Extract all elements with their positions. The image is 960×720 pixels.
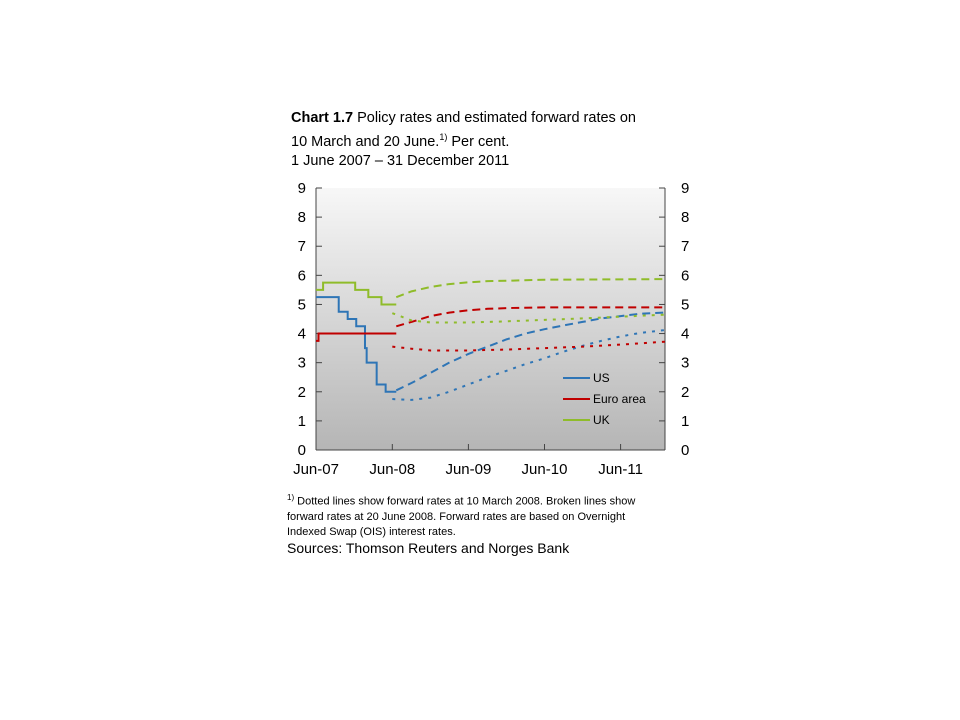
y-tick-label-right: 1 [681, 413, 689, 430]
footnote-marker: 1) [287, 493, 295, 502]
title-line-1: Chart 1.7 Policy rates and estimated for… [291, 109, 691, 128]
title-footnote-marker: 1) [439, 132, 448, 142]
y-tick-label-left: 7 [298, 238, 306, 255]
series-uk-dotted [391, 312, 666, 324]
sources: Sources: Thomson Reuters and Norges Bank [287, 540, 570, 556]
x-tick-label: Jun-10 [522, 461, 568, 478]
y-tick-label-left: 6 [298, 267, 306, 284]
x-tick-label: Jun-09 [445, 461, 491, 478]
title-line-2: 10 March and 20 June.1) Per cent. [291, 128, 691, 152]
title-text-2: 10 March and 20 June. [291, 133, 440, 150]
chart-number: Chart 1.7 [291, 110, 354, 126]
footnote: 1) Dotted lines show forward rates at 10… [287, 490, 667, 540]
series-uk-solid [316, 281, 397, 306]
y-tick-label-right: 4 [681, 326, 689, 343]
y-tick-label-left: 3 [298, 355, 306, 372]
x-tick-label: Jun-11 [598, 461, 643, 478]
legend: US Euro area UK [563, 371, 646, 427]
legend-label: US [593, 371, 610, 385]
series-layer [316, 278, 666, 401]
series-euro-area-solid [316, 332, 397, 342]
y-tick-label-left: 9 [298, 180, 306, 197]
y-tick-label-left: 0 [298, 442, 306, 459]
y-tick-label-right: 3 [681, 355, 689, 372]
footnote-text: Dotted lines show forward rates at 10 Ma… [287, 495, 636, 538]
y-tick-label-right: 6 [681, 267, 689, 284]
x-tick-label: Jun-07 [293, 461, 339, 478]
title-text-1: Policy rates and estimated forward rates… [357, 110, 636, 126]
y-tick-label-right: 2 [681, 384, 689, 401]
y-tick-label-left: 4 [298, 326, 306, 343]
y-tick-label-left: 8 [298, 209, 306, 226]
legend-label: Euro area [593, 392, 646, 406]
title-line-3: 1 June 2007 – 31 December 2011 [291, 152, 510, 169]
y-tick-label-right: 7 [681, 238, 689, 255]
legend-label: UK [593, 413, 610, 427]
y-tick-label-right: 8 [681, 209, 689, 226]
axes: 0 0 1 1 2 2 3 3 4 4 5 5 6 6 7 7 8 8 9 9 Jun-07 Jun-08 Jun-09 Ju… [293, 180, 689, 478]
plot-area [316, 188, 665, 450]
x-tick-label: Jun-08 [369, 461, 415, 478]
y-tick-label-right: 5 [681, 296, 689, 313]
y-tick-label-left: 5 [298, 296, 306, 313]
y-tick-label-left: 2 [298, 384, 306, 401]
series-us-dashed [395, 311, 666, 392]
chart-title: Chart 1.7 Policy rates and estimated for… [291, 109, 691, 171]
y-tick-label-left: 1 [298, 413, 306, 430]
title-text-2-end: Per cent. [447, 133, 510, 150]
series-us-solid [316, 296, 397, 393]
y-tick-label-right: 9 [681, 180, 689, 197]
y-tick-label-right: 0 [681, 442, 689, 459]
